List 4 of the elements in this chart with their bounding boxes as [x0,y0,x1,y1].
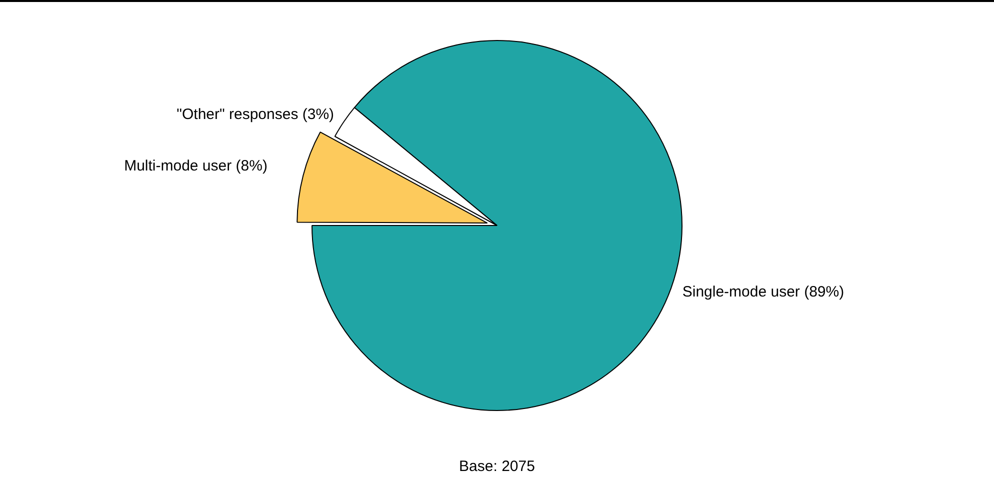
text: Base: 2075 [459,458,535,476]
slice-label: "Other" responses (3%) [176,106,334,123]
slice-label: Multi-mode user (8%) [124,158,268,175]
slice-label: Single-mode user (89%) [682,283,844,300]
